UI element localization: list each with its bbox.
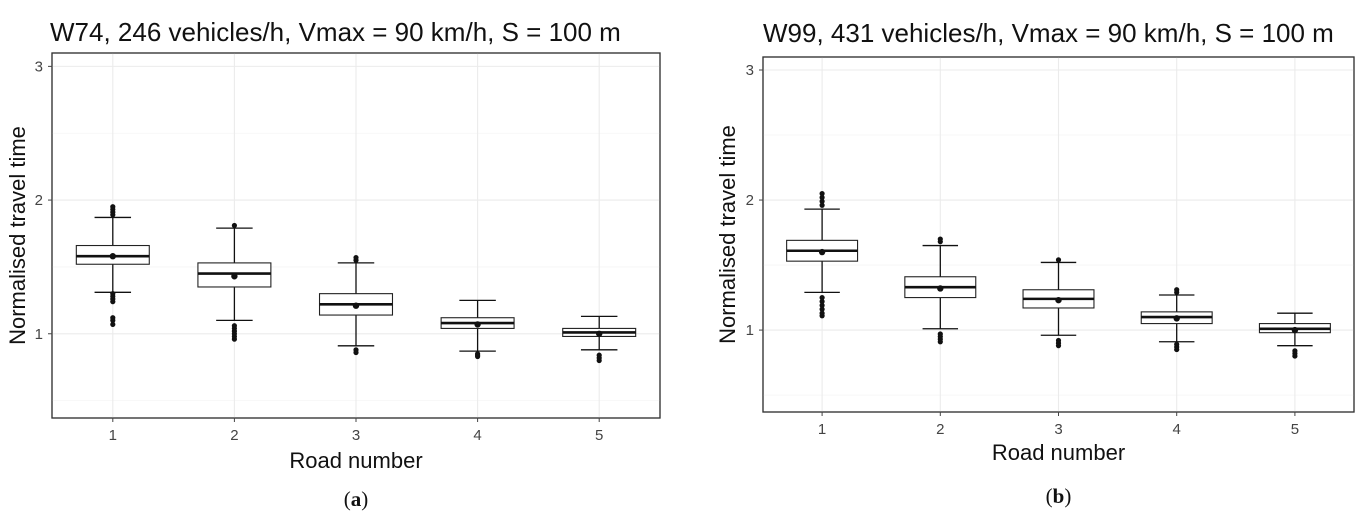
mean-point: [1291, 326, 1299, 334]
caption-letter: a: [351, 487, 362, 511]
mean-point: [937, 285, 944, 292]
outlier-point: [819, 302, 825, 308]
chart-title: W99, 431 vehicles/h, Vmax = 90 km/h, S =…: [763, 18, 1334, 48]
outlier-point: [231, 323, 237, 329]
outlier-point: [819, 198, 825, 204]
y-axis-label: Normalised travel time: [5, 126, 30, 345]
caption-open-paren: (: [344, 487, 351, 511]
outlier-point: [819, 310, 825, 316]
box-road-4: [1140, 287, 1213, 353]
y-tick-label: 1: [35, 326, 43, 343]
outlier-point: [1174, 287, 1180, 293]
y-tick-label: 2: [746, 192, 754, 209]
outlier-point: [110, 315, 116, 321]
mean-point: [1173, 315, 1180, 322]
outlier-point: [1174, 341, 1180, 347]
y-axis-label: Normalised travel time: [715, 125, 740, 344]
outlier-point: [110, 204, 116, 210]
outlier-point: [819, 190, 825, 197]
x-tick-label: 1: [818, 421, 826, 438]
box-road-2: [904, 236, 977, 345]
panel-caption: (a): [344, 487, 369, 511]
outlier-point: [937, 331, 943, 337]
outlier-point: [819, 306, 825, 312]
x-tick-label: 3: [1054, 421, 1062, 438]
x-tick-label: 5: [1291, 421, 1299, 438]
box-road-5: [562, 315, 637, 364]
outlier-point: [596, 352, 602, 358]
x-tick-label: 2: [936, 421, 944, 438]
box-road-4: [440, 299, 515, 360]
y-tick-label: 1: [746, 322, 754, 339]
x-tick-label: 4: [1173, 421, 1181, 438]
outlier-point: [1055, 257, 1062, 263]
x-tick-label: 2: [230, 427, 238, 444]
mean-point: [474, 321, 481, 328]
mean-point: [818, 248, 826, 256]
outlier-point: [937, 236, 943, 242]
outlier-point: [353, 254, 359, 261]
box-road-3: [1022, 257, 1095, 349]
outlier-point: [110, 291, 116, 297]
caption-letter: b: [1053, 484, 1065, 508]
outlier-point: [819, 294, 825, 301]
outlier-point: [819, 194, 825, 201]
mean-point: [352, 302, 360, 309]
x-axis-label: Road number: [289, 448, 422, 473]
x-tick-label: 3: [352, 427, 360, 444]
outlier-point: [819, 202, 825, 208]
outlier-point: [1055, 337, 1062, 344]
mean-point: [231, 273, 238, 280]
outlier-point: [353, 347, 359, 353]
outlier-point: [819, 298, 825, 305]
y-tick-label: 3: [746, 62, 754, 79]
outlier-point: [475, 351, 481, 357]
y-tick-label: 2: [35, 192, 43, 209]
chart-title: W74, 246 vehicles/h, Vmax = 90 km/h, S =…: [50, 17, 621, 47]
box-road-3: [318, 254, 394, 356]
mean-point: [596, 330, 603, 337]
box-road-5: [1258, 312, 1331, 359]
mean-point: [1055, 296, 1062, 304]
x-tick-label: 4: [473, 427, 481, 444]
outlier-point: [110, 321, 116, 328]
mean-point: [109, 253, 117, 260]
caption-open-paren: (: [1046, 484, 1053, 508]
x-axis-label: Road number: [992, 440, 1125, 465]
caption-close-paren: ): [1064, 484, 1071, 508]
outlier-point: [1292, 348, 1298, 354]
box-road-2: [197, 222, 272, 342]
chart-panel-a: 1 2 3 1 2 3 4 5 W74, 246 vehicles/h, Vmax = 90 k…: [5, 17, 661, 511]
panel-caption: (b): [1046, 484, 1072, 508]
box-road-1: [75, 204, 150, 328]
caption-close-paren: ): [361, 487, 368, 511]
chart-panel-b: 1 2 3 1 2 3 4 5 W99, 431 vehicles/h, Vmax = 90 k…: [715, 18, 1355, 508]
box-road-1: [786, 190, 859, 319]
x-tick-label: 1: [109, 427, 117, 444]
y-tick-label: 3: [35, 58, 43, 75]
outlier-point: [231, 222, 237, 229]
x-tick-label: 5: [595, 427, 603, 444]
